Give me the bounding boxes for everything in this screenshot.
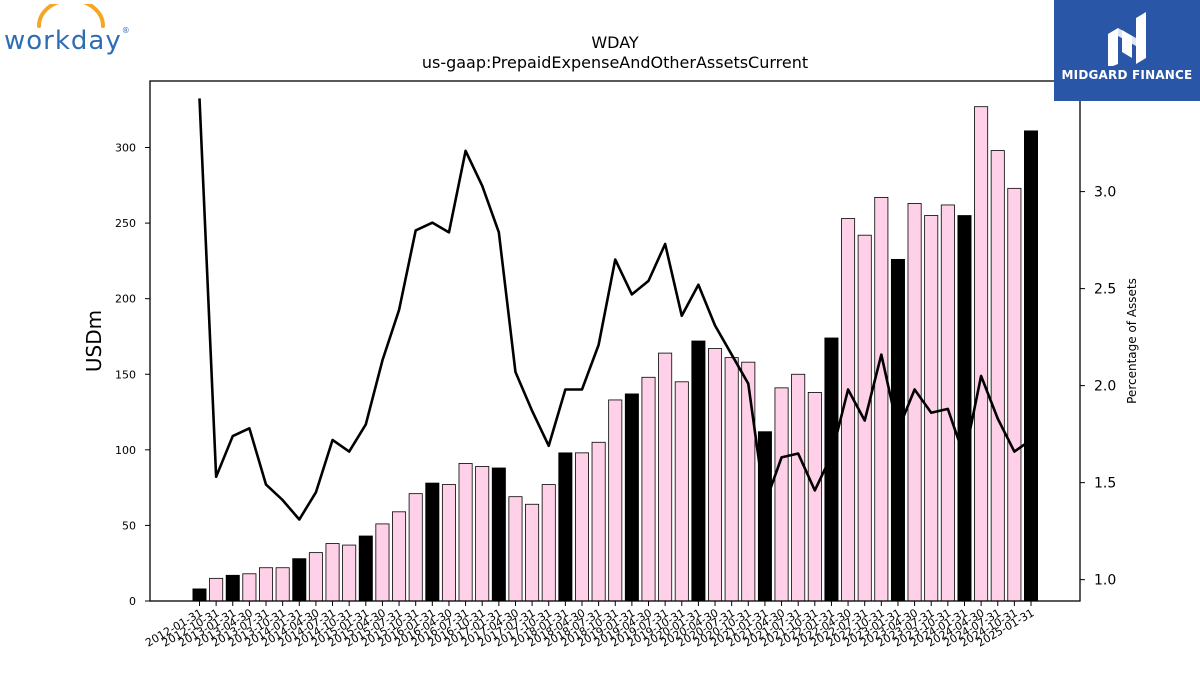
bar (358, 535, 373, 602)
bar (874, 196, 889, 602)
y-tick-label: 200 (115, 293, 136, 306)
y-tick-label: 250 (115, 217, 136, 230)
bar (325, 543, 340, 602)
bar (940, 204, 955, 602)
bar (957, 215, 972, 602)
y-tick-label: 50 (122, 519, 136, 532)
bar (574, 452, 589, 602)
y2-axis-label: Percentage of Assets (1125, 278, 1139, 404)
y2-tick-label: 2.5 (1094, 282, 1116, 298)
bar (275, 567, 290, 602)
bar (225, 574, 240, 602)
bar (242, 573, 257, 602)
midgard-shield-icon (1108, 12, 1146, 66)
y-axis-label: USDm (82, 310, 106, 372)
bar (608, 399, 623, 602)
bar (658, 352, 673, 602)
bar (1007, 187, 1022, 602)
bar (824, 337, 839, 602)
bar (757, 431, 772, 602)
bar (342, 544, 357, 602)
bar (674, 381, 689, 602)
workday-wordmark: workday® (4, 26, 131, 56)
bar (192, 588, 207, 602)
chart-subtitle: us-gaap:PrepaidExpenseAndOtherAssetsCurr… (422, 53, 808, 72)
bar (475, 466, 490, 602)
bar-series (192, 106, 1039, 602)
bar (508, 496, 523, 602)
bar (974, 106, 989, 602)
bar (541, 484, 556, 602)
x-axis-ticks: 2012-01-312012-10-312013-01-312013-04-30… (143, 601, 1037, 650)
bar (741, 361, 756, 602)
workday-logo: workday® (4, 4, 139, 59)
bar (624, 393, 639, 602)
y-tick-label: 300 (115, 142, 136, 155)
y2-tick-label: 3.0 (1094, 185, 1116, 201)
bar (525, 503, 540, 602)
bar (392, 511, 407, 602)
bar (259, 567, 274, 602)
bar (774, 387, 789, 602)
bar (292, 558, 307, 602)
bar (791, 373, 806, 602)
bar (641, 376, 656, 602)
bar (807, 391, 822, 602)
bar (558, 452, 573, 602)
bar (408, 493, 423, 602)
bar (591, 441, 606, 602)
left-axis-ticks: 0 50 100 150 200 250 300 (115, 142, 150, 608)
workday-arc-icon (37, 4, 105, 28)
midgard-logo-text: MIDGARD FINANCE (1061, 68, 1193, 82)
y-tick-label: 150 (115, 368, 136, 381)
bar (425, 482, 440, 602)
bar (1024, 130, 1039, 602)
bar (308, 552, 323, 602)
workday-logo-text: workday (4, 26, 122, 56)
bar (990, 150, 1005, 602)
y-tick-label: 100 (115, 444, 136, 457)
bar (491, 467, 506, 602)
percentage-line-series (198, 98, 1032, 521)
y2-tick-label: 2.0 (1094, 379, 1116, 395)
bar (375, 523, 390, 602)
midgard-finance-logo: MIDGARD FINANCE (1054, 0, 1200, 101)
bar (724, 357, 739, 602)
bar (708, 348, 723, 602)
y-tick-label: 0 (129, 595, 136, 608)
y2-tick-label: 1.0 (1094, 573, 1116, 589)
right-axis-ticks: 1.01.52.02.53.03.5 (1080, 88, 1116, 589)
bar (441, 484, 456, 602)
bar (209, 577, 224, 602)
y2-tick-label: 1.5 (1094, 476, 1116, 492)
bar (458, 463, 473, 602)
chart-title: WDAY (591, 33, 639, 52)
bar (691, 340, 706, 602)
